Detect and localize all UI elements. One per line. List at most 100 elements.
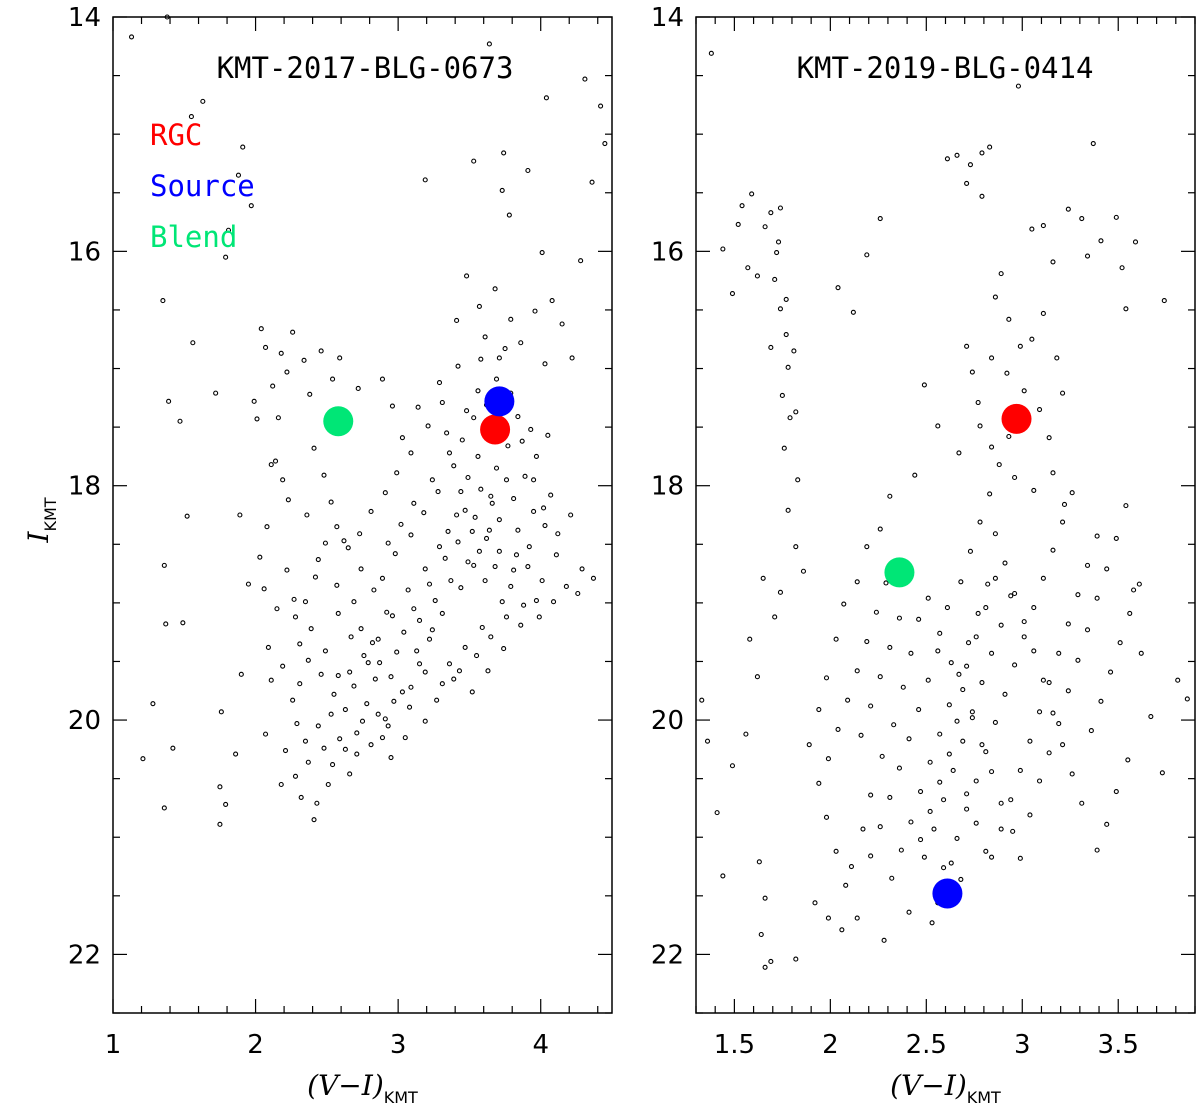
field-star-point — [756, 859, 762, 865]
blend-marker — [884, 557, 915, 588]
field-star-point — [365, 660, 371, 666]
y-tick-label-22: 22 — [651, 940, 684, 970]
field-star-point — [1131, 587, 1137, 593]
field-star-point — [749, 191, 755, 197]
field-star-point — [385, 723, 391, 729]
field-star-point — [868, 792, 874, 798]
field-star-point — [446, 450, 453, 456]
field-star-point — [462, 507, 468, 513]
field-star-point — [887, 794, 893, 800]
field-star-point — [492, 286, 498, 292]
field-star-point — [806, 742, 812, 748]
field-star-point — [896, 765, 902, 771]
field-star-point — [297, 641, 303, 647]
field-star-point — [163, 621, 169, 627]
field-star-point — [331, 691, 337, 697]
field-star-point — [825, 915, 831, 921]
field-star-point — [864, 544, 870, 550]
field-star-point — [1159, 770, 1165, 776]
field-star-point — [762, 895, 768, 901]
field-star-point — [314, 800, 320, 806]
field-star-point — [743, 731, 749, 737]
field-star-point — [1017, 767, 1023, 773]
field-star-point — [478, 356, 484, 362]
field-star-point — [422, 669, 428, 675]
field-star-point — [921, 382, 927, 388]
field-star-point — [337, 736, 343, 742]
field-star-point — [258, 326, 264, 332]
field-star-point — [578, 258, 584, 264]
field-star-point — [1010, 828, 1016, 834]
field-star-point — [488, 634, 494, 640]
field-star-point — [1017, 343, 1023, 349]
field-star-point — [1031, 605, 1037, 611]
field-star-point — [954, 835, 960, 841]
field-star-point — [793, 544, 799, 550]
field-star-point — [996, 462, 1002, 468]
source-marker — [932, 878, 963, 909]
field-star-point — [233, 751, 239, 757]
field-star-point — [954, 718, 960, 724]
field-star-point — [946, 751, 952, 757]
field-star-point — [318, 671, 324, 677]
field-star-point — [1006, 433, 1012, 440]
field-star-point — [948, 860, 954, 866]
field-star-point — [436, 380, 443, 386]
field-star-point — [1046, 750, 1052, 756]
x-tick-label-1: 1 — [105, 1030, 122, 1060]
field-star-point — [351, 683, 357, 689]
field-star-point — [868, 853, 874, 859]
field-star-point — [278, 781, 284, 788]
field-star-point — [992, 575, 998, 581]
field-star-point — [983, 605, 989, 611]
field-star-point — [783, 331, 789, 338]
field-star-point — [898, 847, 904, 853]
field-star-point — [1021, 634, 1027, 640]
field-star-point — [542, 361, 548, 367]
field-star-point — [312, 574, 319, 580]
field-star-point — [1056, 721, 1062, 727]
field-star-point — [451, 676, 457, 682]
field-star-point — [906, 909, 912, 915]
field-star-point — [835, 726, 841, 732]
field-star-point — [347, 669, 353, 675]
field-star-point — [925, 595, 931, 601]
field-star-point — [887, 493, 893, 499]
field-star-point — [369, 640, 376, 646]
field-star-point — [311, 445, 317, 451]
field-star-point — [956, 450, 962, 456]
field-star-point — [458, 489, 464, 495]
field-star-point — [791, 348, 797, 354]
field-star-point — [213, 390, 219, 396]
field-star-point — [399, 689, 405, 695]
field-star-point — [720, 873, 726, 879]
field-star-point — [237, 512, 243, 518]
field-star-point — [499, 187, 505, 193]
panel-title: KMT-2019-BLG-0414 — [797, 51, 1094, 85]
field-star-point — [305, 759, 311, 765]
field-star-point — [1113, 788, 1119, 795]
field-star-point — [321, 745, 327, 751]
x-tick-label-1-5: 1.5 — [714, 1030, 755, 1060]
field-star-point — [758, 931, 764, 938]
field-star-point — [912, 472, 918, 478]
field-star-point — [979, 680, 985, 686]
field-star-point — [916, 706, 922, 713]
field-star-point — [983, 749, 989, 755]
field-star-point — [315, 723, 321, 729]
field-star-point — [772, 614, 778, 620]
field-star-point — [531, 477, 537, 483]
field-star-point — [954, 152, 960, 158]
field-star-point — [965, 640, 972, 646]
field-star-point — [451, 463, 457, 469]
y-tick-label-22: 22 — [68, 940, 101, 970]
field-star-point — [302, 738, 309, 744]
field-star-point — [1006, 316, 1012, 322]
legend-blend: Blend — [150, 220, 237, 254]
y-tick-label-16: 16 — [651, 237, 684, 267]
field-star-point — [284, 369, 290, 375]
field-star-point — [1029, 226, 1035, 232]
field-star-point — [854, 579, 860, 585]
y-tick-label-18: 18 — [651, 472, 684, 502]
